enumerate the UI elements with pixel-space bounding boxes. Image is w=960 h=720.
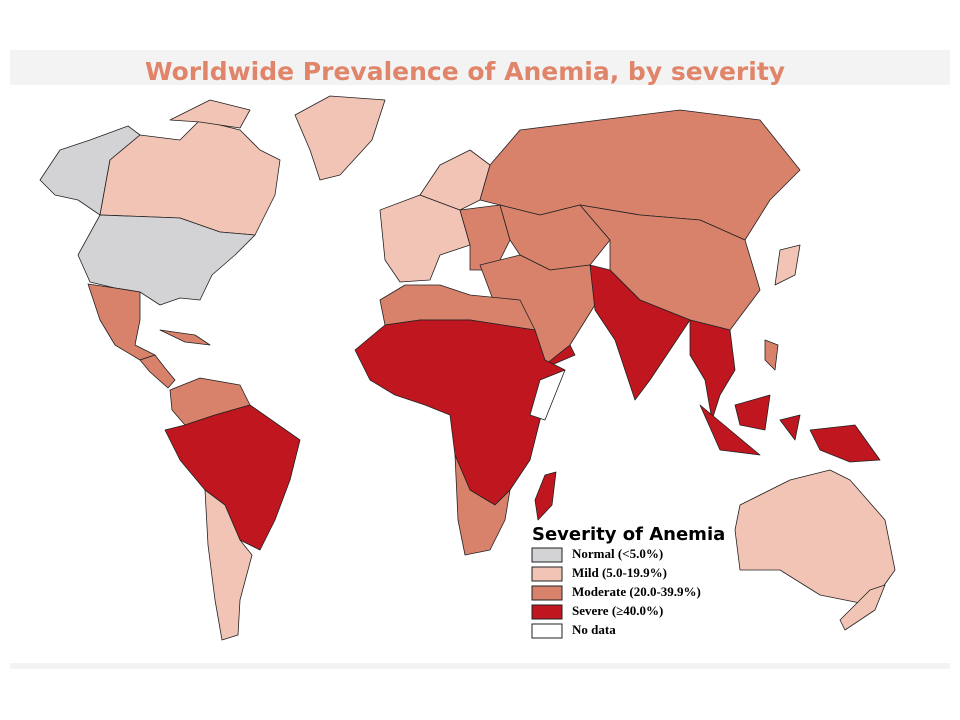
- legend-swatch: [531, 585, 563, 601]
- southern-africa: [454, 454, 511, 556]
- canada-arctic: [169, 99, 251, 129]
- legend-swatch: [531, 623, 563, 639]
- map-title: Worldwide Prevalence of Anemia, by sever…: [145, 57, 785, 86]
- legend-swatch: [531, 566, 563, 582]
- indonesia: [699, 394, 881, 463]
- legend-title: Severity of Anemia: [532, 524, 725, 545]
- greenland: [294, 95, 386, 181]
- legend-label: Moderate (20.0-39.9%): [572, 584, 701, 599]
- south-america-south: [204, 489, 253, 641]
- title-band: [10, 50, 950, 85]
- southeast-asia: [689, 319, 736, 421]
- legend: Normal (<5.0%) Mild (5.0-19.9%) Moderate (…: [531, 546, 701, 639]
- usa: [77, 214, 256, 306]
- brazil: [164, 404, 301, 551]
- legend-swatch: [531, 547, 563, 563]
- australia: [734, 469, 896, 606]
- legend-label: No data: [572, 622, 616, 637]
- madagascar: [534, 471, 557, 521]
- central-america: [139, 354, 176, 389]
- world-map: [39, 95, 896, 641]
- south-asia: [589, 264, 691, 401]
- legend-label: Normal (<5.0%): [572, 546, 663, 561]
- mexico: [87, 283, 156, 361]
- somalia: [529, 369, 566, 421]
- new-zealand: [839, 584, 886, 631]
- caribbean: [159, 329, 211, 346]
- legend-label: Severe (≥40.0%): [572, 603, 663, 618]
- philippines: [764, 339, 779, 371]
- legend-label: Mild (5.0-19.9%): [572, 565, 667, 580]
- japan: [774, 244, 801, 286]
- footer-band: [10, 663, 950, 669]
- legend-swatch: [531, 604, 563, 620]
